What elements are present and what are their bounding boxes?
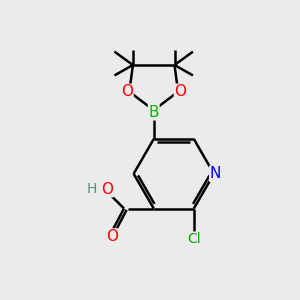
Text: H: H: [87, 182, 98, 196]
Text: O: O: [175, 84, 187, 99]
Text: O: O: [121, 84, 133, 99]
Text: B: B: [148, 105, 159, 120]
Text: O: O: [106, 229, 118, 244]
Text: N: N: [210, 166, 221, 181]
Text: Cl: Cl: [187, 232, 201, 246]
Text: O: O: [101, 182, 113, 197]
